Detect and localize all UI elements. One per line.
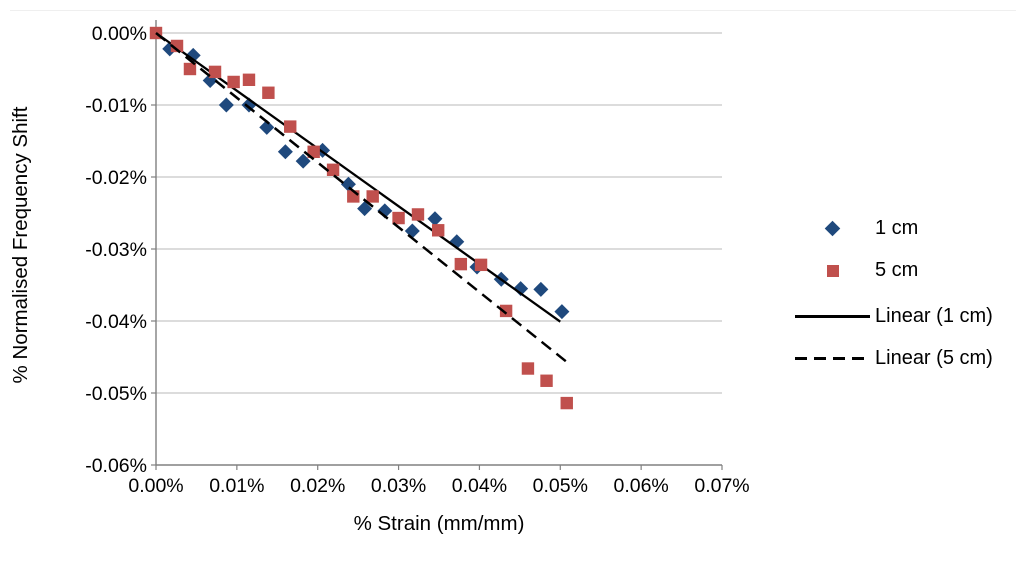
data-point-5-cm [170,39,184,53]
data-point-1-cm [427,211,443,227]
x-tick-label: 0.00% [128,475,183,497]
legend-item-linear-1cm[interactable]: Linear (1 cm) [793,305,993,328]
y-tick-label: 0.00% [92,23,147,45]
y-tick-label: -0.03% [85,239,147,261]
trendline-linear-5-cm- [155,32,567,363]
legend-item-5cm[interactable]: 5 cm [793,259,918,282]
legend-marker-column [793,315,875,318]
data-point-5-cm [208,65,222,79]
legend: 1 cm 5 cm Linear (1 cm) Linear (5 cm) [793,0,1024,564]
legend-marker-column [793,264,875,277]
data-point-1-cm [277,144,293,160]
data-point-5-cm [366,190,379,203]
legend-marker-column [793,357,875,360]
data-point-5-cm [227,75,240,89]
legend-label-1cm: 1 cm [875,217,919,239]
dashed-line-icon [795,357,870,360]
data-point-5-cm [560,396,573,410]
data-point-5-cm [392,211,405,225]
data-point-5-cm [454,257,468,271]
data-point-1-cm [340,176,356,192]
data-point-5-cm [242,73,256,86]
x-tick-label: 0.05% [533,475,588,497]
x-tick-label: 0.04% [452,475,507,497]
legend-label-5cm: 5 cm [875,259,919,281]
data-point-5-cm [540,374,553,387]
data-point-1-cm [218,97,234,113]
data-point-5-cm [326,163,340,176]
x-tick-label: 0.01% [209,475,264,497]
square-marker-icon [827,264,839,277]
x-tick-label: 0.06% [613,475,668,497]
x-tick-label: 0.02% [290,475,345,497]
trendline-linear-1-cm- [155,32,561,323]
legend-marker-column [793,220,875,237]
x-tick-label: 0.07% [694,475,749,497]
legend-label-linear-5cm: Linear (5 cm) [875,347,993,369]
legend-item-linear-5cm[interactable]: Linear (5 cm) [793,347,993,370]
data-point-5-cm [411,208,425,221]
data-point-5-cm [284,120,297,133]
data-point-1-cm [554,304,570,320]
chart-top-border [10,10,1016,11]
solid-line-icon [795,315,870,318]
y-axis-title: % Normalised Frequency Shift [9,106,32,384]
diamond-marker-icon [824,220,841,237]
data-point-1-cm [404,223,420,239]
data-point-1-cm [533,281,549,297]
y-tick-label: -0.05% [85,383,147,405]
data-point-5-cm [474,258,488,272]
data-point-5-cm [262,86,275,99]
y-tick-label: -0.06% [85,455,147,477]
x-axis-title: % Strain (mm/mm) [353,512,525,535]
x-tick-label: 0.03% [371,475,426,497]
data-point-5-cm [183,62,197,76]
legend-label-linear-1cm: Linear (1 cm) [875,305,993,327]
y-tick-label: -0.01% [85,95,147,117]
data-point-5-cm [307,145,320,158]
y-tick-label: -0.04% [85,311,147,333]
y-tick-label: -0.02% [85,167,147,189]
data-point-1-cm [295,153,311,169]
data-point-5-cm [521,362,535,375]
data-point-1-cm [513,281,529,297]
data-point-5-cm [499,304,513,318]
data-point-5-cm [431,224,445,237]
legend-item-1cm[interactable]: 1 cm [793,217,918,240]
